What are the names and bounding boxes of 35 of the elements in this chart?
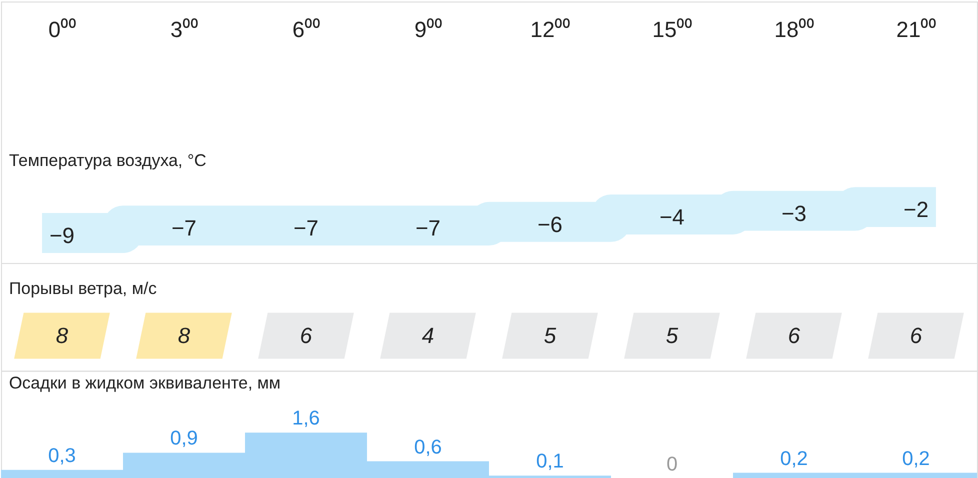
data-label: 4: [422, 322, 434, 348]
data-label: 6: [788, 322, 801, 348]
x-tick-label: 15⁰⁰: [652, 16, 693, 42]
data-label: 8: [178, 322, 191, 348]
chart-title: Осадки в жидком эквиваленте, мм: [8, 374, 281, 393]
data-label: 5: [544, 322, 557, 348]
x-tick-label: 12⁰⁰: [530, 16, 571, 42]
chart-title: Порывы ветра, м/с: [8, 278, 158, 298]
x-tick-label: 3⁰⁰: [170, 16, 199, 42]
data-label: 5: [666, 322, 679, 348]
data-label: 0,2: [780, 448, 808, 470]
x-tick-label: 18⁰⁰: [774, 16, 815, 42]
data-label: −9: [49, 222, 75, 248]
data-label: 0,3: [48, 444, 76, 467]
data-label: 0,1: [536, 450, 564, 473]
x-tick-label: 0⁰⁰: [48, 16, 77, 42]
x-tick-label: 9⁰⁰: [414, 16, 443, 42]
data-label: −7: [171, 216, 197, 241]
data-label: 6: [300, 322, 313, 348]
chart-title: Температура воздуха, °C: [8, 151, 206, 170]
data-label: −7: [293, 216, 319, 241]
data-label: 1,6: [292, 408, 320, 430]
data-label: 0,2: [902, 448, 930, 470]
data-label: −4: [659, 204, 685, 230]
data-label: −3: [781, 200, 807, 226]
x-tick-label: 21⁰⁰: [896, 16, 937, 42]
data-label: 8: [56, 322, 69, 348]
data-label: 6: [910, 322, 923, 348]
data-label: −6: [537, 212, 563, 237]
x-tick-label: 6⁰⁰: [292, 16, 321, 42]
data-label: 0,6: [414, 436, 442, 458]
data-label: 0: [666, 454, 678, 476]
data-label: −7: [415, 216, 441, 241]
data-label: −2: [903, 197, 929, 222]
data-label: 0,9: [170, 428, 198, 450]
